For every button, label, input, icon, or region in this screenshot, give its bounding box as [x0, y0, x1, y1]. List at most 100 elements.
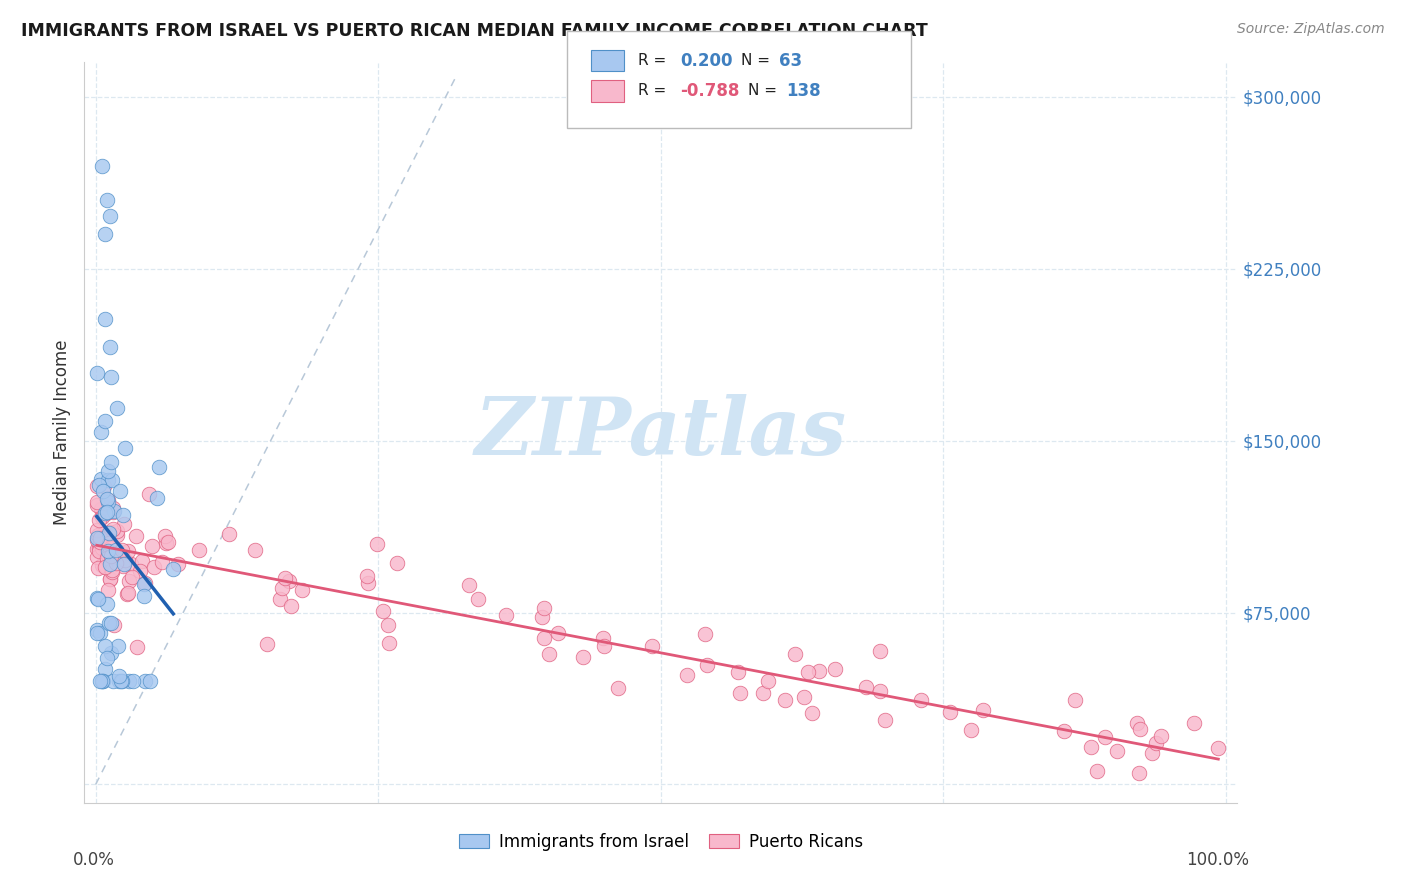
- Point: [1208, 740, 1230, 755]
- Point: [377, 618, 399, 632]
- Point: [117, 586, 139, 600]
- Point: [94, 312, 117, 326]
- Point: [141, 539, 163, 553]
- Point: [87, 560, 110, 574]
- Point: [90, 535, 112, 549]
- Point: [269, 591, 291, 606]
- Point: [593, 639, 616, 653]
- Point: [86, 498, 108, 512]
- Point: [356, 569, 378, 583]
- Point: [530, 609, 553, 624]
- Point: [107, 639, 129, 653]
- Point: [94, 543, 117, 558]
- Point: [110, 674, 132, 689]
- Point: [1128, 766, 1150, 780]
- Point: [100, 549, 122, 563]
- Point: [107, 401, 129, 415]
- Point: [869, 644, 891, 658]
- Point: [910, 693, 932, 707]
- Point: [138, 487, 160, 501]
- Point: [111, 543, 134, 558]
- Point: [91, 159, 114, 173]
- Point: [97, 582, 120, 597]
- Text: R =: R =: [638, 84, 672, 98]
- Point: [756, 673, 779, 688]
- Point: [98, 340, 121, 354]
- Point: [134, 576, 156, 591]
- Point: [571, 650, 593, 665]
- Point: [592, 631, 614, 645]
- Point: [108, 484, 131, 499]
- Point: [1053, 724, 1076, 739]
- Point: [801, 706, 824, 720]
- Point: [155, 536, 177, 550]
- Point: [98, 572, 121, 586]
- Point: [91, 674, 114, 689]
- Point: [91, 674, 114, 689]
- Point: [606, 681, 628, 695]
- Point: [87, 544, 110, 558]
- Point: [153, 529, 176, 543]
- Point: [100, 455, 122, 469]
- Point: [97, 548, 120, 562]
- Point: [97, 544, 120, 558]
- Text: N =: N =: [741, 54, 775, 68]
- Point: [793, 690, 815, 704]
- Point: [87, 478, 110, 492]
- Point: [807, 664, 830, 678]
- Point: [495, 608, 517, 623]
- Point: [90, 425, 112, 439]
- Text: N =: N =: [748, 84, 782, 98]
- Point: [1182, 716, 1205, 731]
- Point: [773, 693, 796, 707]
- Text: 138: 138: [786, 82, 821, 100]
- Point: [139, 674, 162, 689]
- Text: IMMIGRANTS FROM ISRAEL VS PUERTO RICAN MEDIAN FAMILY INCOME CORRELATION CHART: IMMIGRANTS FROM ISRAEL VS PUERTO RICAN M…: [21, 22, 928, 40]
- Point: [131, 553, 153, 567]
- Point: [373, 604, 395, 618]
- Point: [96, 550, 118, 565]
- Point: [100, 615, 122, 630]
- Point: [125, 528, 148, 542]
- Point: [91, 558, 114, 572]
- Point: [103, 618, 125, 632]
- Point: [91, 483, 114, 498]
- Point: [94, 559, 117, 574]
- Point: [256, 637, 278, 651]
- Point: [824, 662, 846, 676]
- Point: [86, 523, 108, 537]
- Point: [121, 674, 143, 689]
- Point: [162, 562, 184, 576]
- Point: [86, 542, 108, 557]
- Point: [100, 369, 122, 384]
- Point: [148, 459, 170, 474]
- Point: [1129, 722, 1152, 736]
- Point: [101, 674, 124, 689]
- Point: [458, 578, 481, 592]
- Point: [100, 549, 122, 563]
- Point: [134, 674, 156, 689]
- Point: [96, 651, 118, 665]
- Point: [89, 531, 111, 545]
- Point: [97, 464, 120, 478]
- Point: [112, 508, 135, 523]
- Point: [114, 517, 136, 532]
- Point: [89, 626, 111, 640]
- Point: [157, 535, 180, 549]
- Point: [90, 471, 112, 485]
- Point: [108, 669, 131, 683]
- Point: [89, 674, 111, 689]
- Point: [97, 525, 120, 540]
- Point: [101, 500, 124, 515]
- Point: [104, 548, 127, 562]
- Text: 63: 63: [779, 52, 801, 70]
- Point: [97, 473, 120, 487]
- Point: [94, 414, 117, 428]
- Point: [87, 513, 110, 527]
- Point: [695, 627, 717, 641]
- Point: [150, 555, 173, 569]
- Point: [89, 535, 111, 549]
- Point: [105, 556, 128, 570]
- Point: [117, 544, 139, 558]
- Point: [869, 683, 891, 698]
